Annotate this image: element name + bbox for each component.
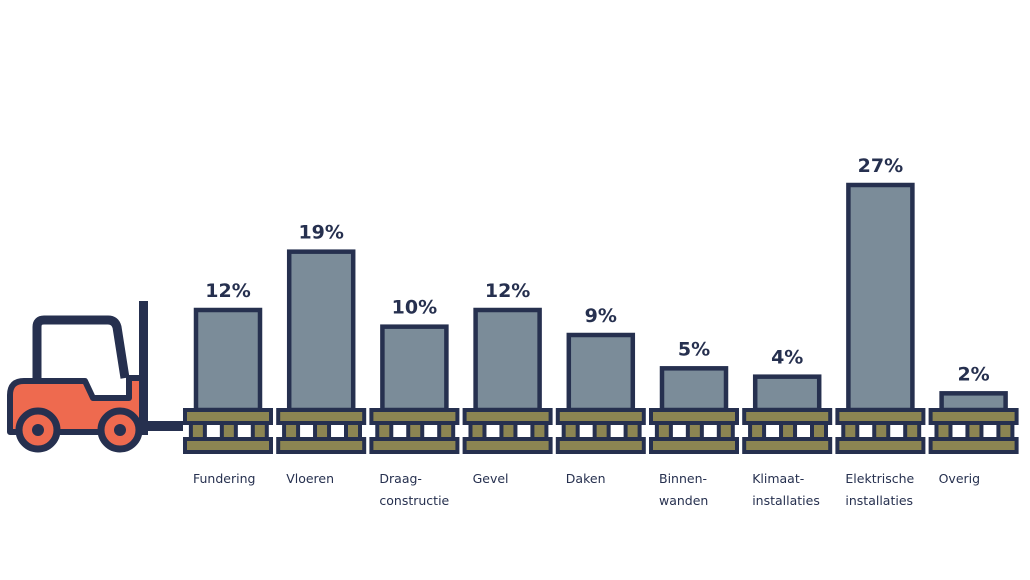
bar-group: 5% Binnen-wanden	[649, 338, 739, 508]
pallet-icon	[555, 408, 646, 454]
pallet-icon	[742, 408, 833, 454]
pallet-block	[623, 421, 642, 441]
pallet-block	[313, 421, 332, 441]
pallet-block	[561, 421, 580, 441]
pallet-block	[499, 421, 518, 441]
forklift-wheel-hub	[114, 424, 126, 436]
forklift-mast	[139, 301, 148, 435]
category-label: Daken	[566, 471, 606, 486]
pallet-icon	[462, 408, 553, 454]
data-label: 5%	[678, 338, 710, 360]
data-label: 12%	[205, 280, 250, 302]
data-label: 9%	[585, 305, 617, 327]
bar	[566, 332, 636, 413]
pallet-block	[685, 421, 704, 441]
pallet-block	[437, 421, 456, 441]
bar-group: 19% Vloeren	[276, 222, 367, 486]
pallet-block	[934, 421, 953, 441]
bar-group: 12% Gevel	[462, 280, 553, 486]
pallet-block	[219, 421, 238, 441]
bar-group: 10% Draag-constructie	[369, 297, 460, 508]
forklift-forks	[139, 421, 183, 431]
category-label: Fundering	[193, 471, 255, 486]
pallet-block	[779, 421, 798, 441]
pallet-block	[530, 421, 549, 441]
pallet-block	[810, 421, 828, 441]
forklift-cab	[32, 315, 130, 390]
pallet-block	[872, 421, 891, 441]
pallet-icon	[276, 408, 367, 454]
category-label: Vloeren	[286, 471, 334, 486]
pallet-icon	[649, 408, 739, 454]
data-label: 12%	[485, 280, 530, 302]
pallet-icon	[835, 408, 926, 454]
category-label: constructie	[379, 493, 449, 508]
category-label: Draag-	[379, 471, 422, 486]
category-label: Elektrische	[845, 471, 914, 486]
pallet-block	[468, 421, 487, 441]
pallet-block	[375, 421, 394, 441]
data-label: 10%	[392, 297, 437, 319]
bar-group: 27% Elektrische installaties	[835, 155, 926, 508]
bars: 12% Fundering 19% Vloeren 10% Draag-construct…	[183, 155, 1019, 508]
bar-group: 12% Fundering	[183, 280, 273, 486]
forklift-wheel-hub	[32, 424, 44, 436]
pallet-block	[592, 421, 611, 441]
pallet-block	[188, 421, 207, 441]
bar-group: 4% Klimaat-installaties	[742, 347, 833, 508]
bar	[286, 249, 356, 413]
category-label: wanden	[659, 493, 708, 508]
data-label: 27%	[858, 155, 903, 177]
pallet-block	[748, 421, 767, 441]
category-label: Overig	[939, 471, 980, 486]
pallet-block	[841, 421, 860, 441]
pallet-block	[282, 421, 301, 441]
category-label: Binnen-	[659, 471, 707, 486]
pallet-icon	[369, 408, 460, 454]
bar-group: 9% Daken	[555, 305, 646, 486]
bar	[752, 374, 822, 413]
bar	[193, 307, 263, 413]
bar	[473, 307, 542, 413]
category-label: installaties	[845, 493, 913, 508]
pallet-block	[654, 421, 673, 441]
bar-group: 2% Overig	[928, 363, 1019, 486]
data-label: 2%	[957, 363, 989, 385]
category-label: installaties	[752, 493, 820, 508]
pallet-block	[903, 421, 922, 441]
data-label: 4%	[771, 347, 803, 369]
bar	[939, 391, 1008, 413]
forklift-icon	[7, 301, 183, 453]
bar	[659, 366, 729, 413]
pallet-block	[965, 421, 984, 441]
pallet-block	[250, 421, 269, 441]
pallet-icon	[928, 408, 1019, 454]
pallet-block	[996, 421, 1015, 441]
pallet-block	[716, 421, 735, 441]
pallet-block	[406, 421, 425, 441]
category-label: Klimaat-	[752, 471, 804, 486]
bar	[380, 324, 449, 413]
category-label: Gevel	[473, 471, 509, 486]
data-label: 19%	[298, 222, 343, 244]
pallet-icon	[183, 408, 273, 454]
bar	[846, 182, 915, 413]
pallet-block	[344, 421, 362, 441]
